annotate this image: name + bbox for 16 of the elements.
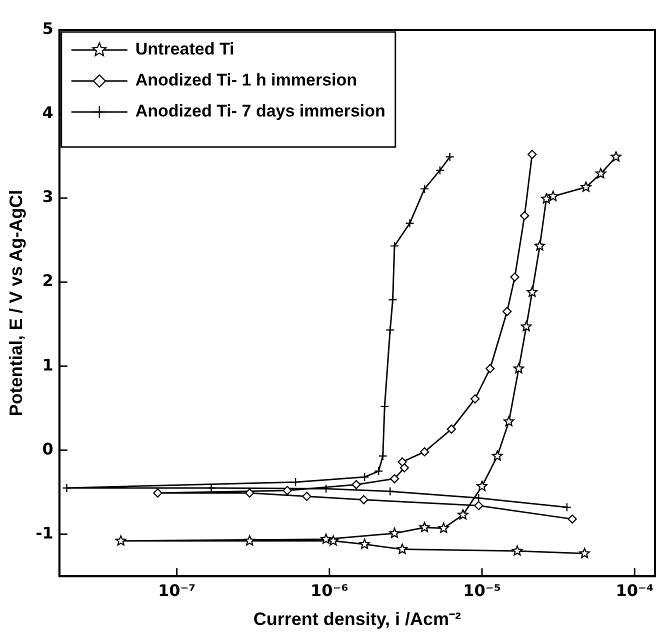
x-tick-label: 10⁻⁴: [616, 580, 654, 600]
x-tick-label: 10⁻⁷: [158, 580, 196, 600]
legend-label: Untreated Ti: [135, 40, 234, 59]
y-tick-label: 3: [42, 187, 54, 206]
x-tick-label: 10⁻⁵: [463, 580, 501, 600]
y-axis-title: Potential, E / V vs Ag-AgCl: [6, 190, 26, 416]
y-tick-label: 5: [42, 19, 54, 38]
y-tick-label: 0: [42, 439, 54, 458]
y-tick-label: 4: [42, 103, 54, 122]
legend-label: Anodized Ti- 1 h immersion: [135, 70, 358, 90]
y-tick-label: 2: [42, 271, 54, 290]
y-tick-label: -1: [36, 523, 54, 542]
legend-label: Anodized Ti- 7 days immersion: [135, 102, 386, 121]
x-tick-label: 10⁻⁶: [310, 580, 348, 600]
y-tick-label: 1: [42, 355, 54, 374]
x-axis-title: Current density, i /Acm⁻²: [253, 609, 462, 630]
